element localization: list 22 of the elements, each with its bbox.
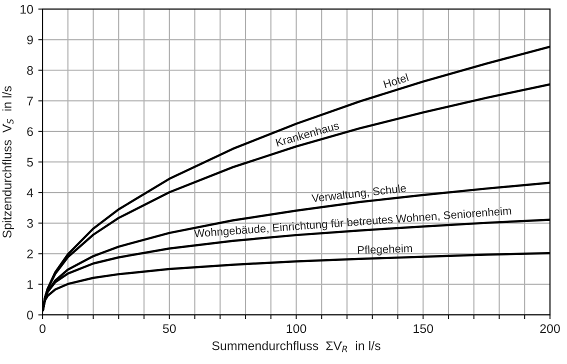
- text: Hotel: [383, 73, 409, 88]
- y-tick-label: 9: [27, 35, 33, 44]
- y-tick-label: 3: [27, 218, 33, 228]
- y-tick-label: 10: [20, 4, 34, 14]
- series-label: Wohngebäude, Einrichtung für betreutes Wohnen, Seniorenheim: [194, 206, 512, 240]
- y-tick-label: 4: [26, 188, 34, 198]
- x-tick-label: 200: [540, 324, 560, 334]
- y-tick-label: 7: [27, 96, 33, 106]
- y-tick-label: 5: [27, 158, 33, 167]
- x-axis-title: Summendurchfluss ΣV̇$_{R}$ in l/s: [212, 341, 380, 352]
- y-tick-label: 6: [27, 127, 33, 136]
- x-tick-label: 100: [286, 324, 306, 334]
- text: Verwaltung, Schule: [311, 184, 406, 204]
- x-tick-label: 0: [40, 324, 46, 334]
- x-tick-label: 50: [162, 324, 176, 334]
- y-tick-label: 1: [28, 280, 33, 289]
- y-tick-label: 8: [27, 66, 33, 75]
- y-tick-label: 2: [27, 250, 33, 258]
- y-axis-title: Spitzendurchfluss V̇$_{S}$ in l/s: [2, 86, 14, 238]
- y-tick-label: 0: [27, 310, 34, 320]
- series-label: Pflegeheim: [358, 244, 412, 256]
- x-tick-label: 150: [414, 324, 434, 334]
